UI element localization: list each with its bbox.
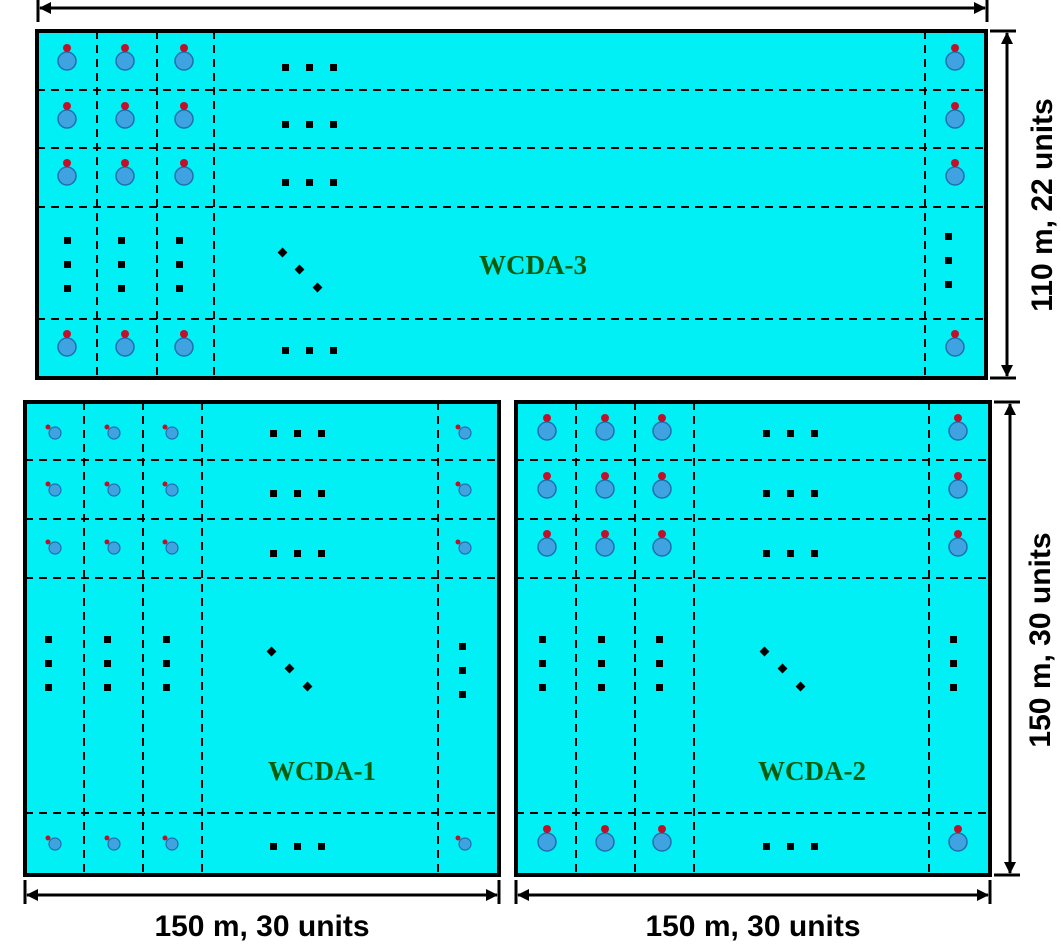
pool-wcda1-label: WCDA-1 (268, 756, 376, 786)
wcda2-height-dimension-label: 150 m, 30 units (1024, 532, 1057, 747)
pool-wcda1-ellipsis (45, 430, 466, 850)
pool-wcda3-boundary (35, 29, 988, 380)
pmt-icon (595, 414, 615, 441)
pmt-icon (57, 44, 77, 71)
pmt-icon (455, 424, 472, 440)
pmt-icon (945, 330, 965, 357)
pmt-icon (104, 481, 121, 497)
pmt-icon (948, 472, 968, 499)
pmt-icon (652, 825, 672, 852)
pmt-icon (948, 414, 968, 441)
pmt-icon (948, 825, 968, 852)
wcda3-height-dimension-label: 110 m, 22 units (1026, 98, 1059, 311)
pmt-icon (115, 159, 135, 186)
pmt-icon (652, 472, 672, 499)
pmt-icon (455, 481, 472, 497)
wcda2-width-dimension-label: 150 m, 30 units (645, 910, 860, 943)
pmt-icon (595, 472, 615, 499)
pool-wcda1-detector-units (45, 424, 472, 851)
pmt-icon (537, 414, 557, 441)
pmt-icon (162, 539, 179, 555)
pmt-icon (174, 102, 194, 129)
pool-wcda2-label: WCDA-2 (758, 756, 866, 786)
pmt-icon (45, 835, 62, 851)
pool-wcda2: WCDA-2 (514, 400, 992, 877)
pool-wcda3-detector-units (57, 44, 965, 357)
pool-wcda2-ellipsis (539, 430, 957, 850)
pmt-icon (652, 414, 672, 441)
pool-wcda1-boundary (23, 400, 501, 877)
pool-wcda1: WCDA-1 (23, 400, 501, 877)
pmt-icon (115, 44, 135, 71)
pool-wcda2-boundary (514, 400, 992, 877)
pool-wcda2-grid (516, 402, 990, 875)
pmt-icon (104, 835, 121, 851)
pool-wcda3-ellipsis (64, 64, 952, 354)
pmt-icon (57, 330, 77, 357)
pmt-icon (45, 424, 62, 440)
pmt-icon (115, 330, 135, 357)
pmt-icon (945, 102, 965, 129)
pmt-icon (45, 481, 62, 497)
pmt-icon (537, 825, 557, 852)
pmt-icon (948, 530, 968, 557)
pmt-icon (162, 481, 179, 497)
pool-wcda2-detector-units (537, 414, 968, 852)
pool-wcda3: WCDA-3 (35, 29, 988, 380)
pmt-icon (104, 424, 121, 440)
pmt-icon (537, 472, 557, 499)
wcda2-width-dimension: 150 m, 30 units (514, 880, 992, 943)
pmt-icon (162, 835, 179, 851)
pmt-icon (45, 539, 62, 555)
pool-wcda3-grid (37, 31, 986, 378)
pmt-icon (162, 424, 179, 440)
wcda3-height-dimension: 110 m, 22 units (990, 29, 1059, 380)
pmt-icon (537, 530, 557, 557)
pool-wcda1-grid (25, 402, 499, 875)
pmt-icon (174, 44, 194, 71)
wcda1-width-dimension: 150 m, 30 units (23, 880, 501, 943)
pmt-icon (174, 330, 194, 357)
pmt-icon (595, 530, 615, 557)
pmt-icon (104, 539, 121, 555)
pmt-icon (57, 102, 77, 129)
pool-wcda3-label: WCDA-3 (479, 250, 587, 280)
pmt-icon (595, 825, 615, 852)
pmt-icon (115, 102, 135, 129)
wcda1-width-dimension-label: 150 m, 30 units (154, 910, 369, 943)
pmt-icon (455, 835, 472, 851)
pmt-icon (455, 539, 472, 555)
pmt-icon (57, 159, 77, 186)
pmt-icon (174, 159, 194, 186)
pmt-icon (945, 44, 965, 71)
wcda2-height-dimension: 150 m, 30 units (994, 400, 1057, 877)
pmt-icon (652, 530, 672, 557)
pmt-icon (945, 159, 965, 186)
